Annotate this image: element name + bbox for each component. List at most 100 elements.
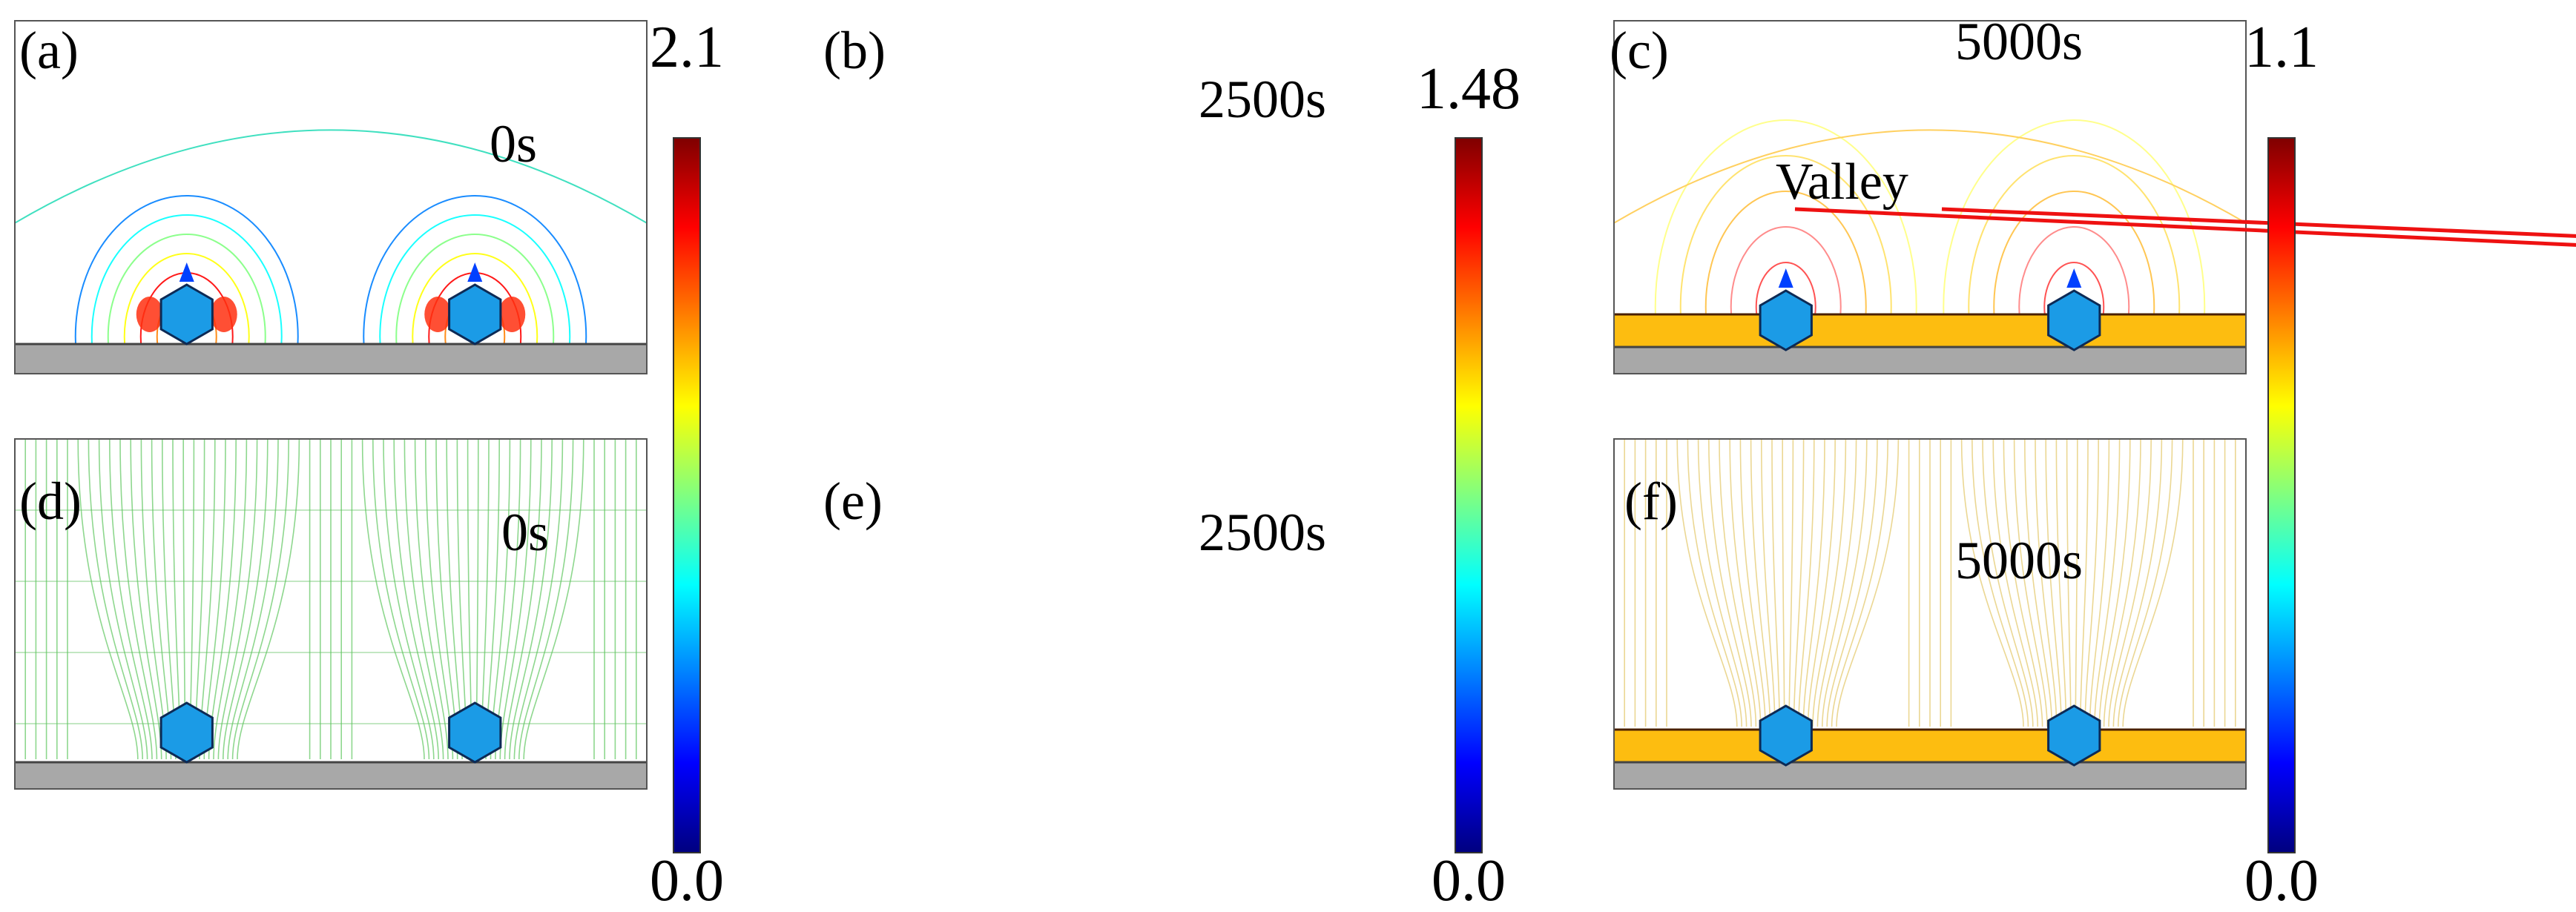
streamline <box>2079 439 2089 727</box>
streamline <box>2112 439 2163 727</box>
panel-frame <box>1613 20 2247 374</box>
streamline <box>119 439 158 760</box>
contour-line <box>1730 226 1842 374</box>
field-hotspot <box>424 297 452 332</box>
panel-a <box>14 20 648 374</box>
panel-frame <box>14 438 648 790</box>
streamline <box>1782 439 1785 727</box>
particle <box>1759 289 1813 351</box>
deposit-layer <box>1614 314 2246 347</box>
streamline <box>77 439 139 760</box>
panel-b <box>1613 20 2247 374</box>
colorbar-3 <box>2267 137 2296 853</box>
panel-frame <box>14 20 648 374</box>
panel-f-time: 5000s <box>1955 531 2083 590</box>
panel-d-time: 0s <box>501 503 549 562</box>
streamline <box>231 439 289 760</box>
panel-a-label: (a) <box>19 21 79 80</box>
streamline <box>2075 439 2078 727</box>
colorbar-1-min: 0.0 <box>650 848 724 912</box>
panel-e-time: 2500s <box>1199 503 1326 562</box>
contour-line <box>123 253 250 374</box>
colorbar-scale <box>2267 137 2296 853</box>
streamline <box>2013 439 2048 727</box>
streamline <box>1697 439 1747 727</box>
contour-line <box>1679 155 1892 374</box>
streamline <box>1729 439 1762 727</box>
panel-e-label: (e) <box>823 472 883 531</box>
colorbar-1 <box>673 137 701 853</box>
panel-b-label: (b) <box>823 21 886 80</box>
streamline <box>1771 439 1781 727</box>
particle <box>1759 704 1813 767</box>
streamline <box>213 439 248 760</box>
streamline <box>151 439 172 760</box>
panel-b-time: 2500s <box>1199 70 1326 129</box>
panel-frame <box>1613 438 2247 790</box>
contour-line <box>395 234 555 374</box>
streamline <box>1798 439 1815 727</box>
streamline <box>1816 439 1857 727</box>
streamline <box>2122 439 2184 727</box>
streamline <box>383 439 435 760</box>
colorbar-2-min: 0.0 <box>1432 848 1506 912</box>
particle <box>448 283 502 346</box>
substrate <box>15 344 647 374</box>
contour-line <box>363 195 587 374</box>
contour-line <box>15 129 647 224</box>
streamline <box>237 439 300 760</box>
streamline <box>1831 439 1888 727</box>
field-hotspot <box>136 297 163 332</box>
contour-line <box>1654 119 1917 374</box>
streamline <box>372 439 430 760</box>
particle <box>2047 289 2101 351</box>
streamline <box>1687 439 1742 727</box>
streamline <box>2103 439 2141 727</box>
streamline <box>1807 439 1836 727</box>
streamline <box>227 439 279 760</box>
streamline <box>2003 439 2043 727</box>
streamline <box>523 439 584 760</box>
streamline <box>513 439 564 760</box>
streamline <box>2089 439 2110 727</box>
streamline <box>1750 439 1771 727</box>
streamline <box>1708 439 1752 727</box>
substrate <box>1614 347 2246 374</box>
contour-line <box>74 195 299 374</box>
streamline <box>504 439 542 760</box>
field-tip <box>1778 268 1793 288</box>
contour-line <box>1993 191 2155 374</box>
streamline <box>1719 439 1757 727</box>
colorbar-2 <box>1455 137 1483 853</box>
streamline <box>414 439 449 760</box>
streamline <box>1822 439 1868 727</box>
colorbar-scale <box>673 137 701 853</box>
valley-annotation: Valley <box>1776 153 1908 211</box>
colorbar-3-min: 0.0 <box>2244 848 2319 912</box>
streamline <box>361 439 425 760</box>
streamline <box>1971 439 2029 727</box>
valley-arrow-left <box>1794 207 2576 247</box>
streamline <box>109 439 153 760</box>
streamline <box>208 439 237 760</box>
colorbar-scale <box>1455 137 1483 853</box>
streamline <box>2035 439 2058 727</box>
streamline <box>518 439 574 760</box>
contour-line <box>412 253 538 374</box>
streamline <box>1676 439 1738 727</box>
streamline <box>2094 439 2121 727</box>
streamline <box>2066 439 2072 727</box>
particle <box>448 701 502 764</box>
streamline <box>1793 439 1805 727</box>
streamline <box>2084 439 2099 727</box>
streamline <box>2118 439 2173 727</box>
contour-line <box>1704 191 1867 374</box>
particle <box>159 283 214 346</box>
streamline <box>509 439 553 760</box>
panel-c-time: 5000s <box>1955 12 2083 71</box>
field-tip <box>2066 268 2082 288</box>
field-hotspot <box>210 297 237 332</box>
streamline <box>217 439 258 760</box>
contour-line <box>1614 129 2246 224</box>
